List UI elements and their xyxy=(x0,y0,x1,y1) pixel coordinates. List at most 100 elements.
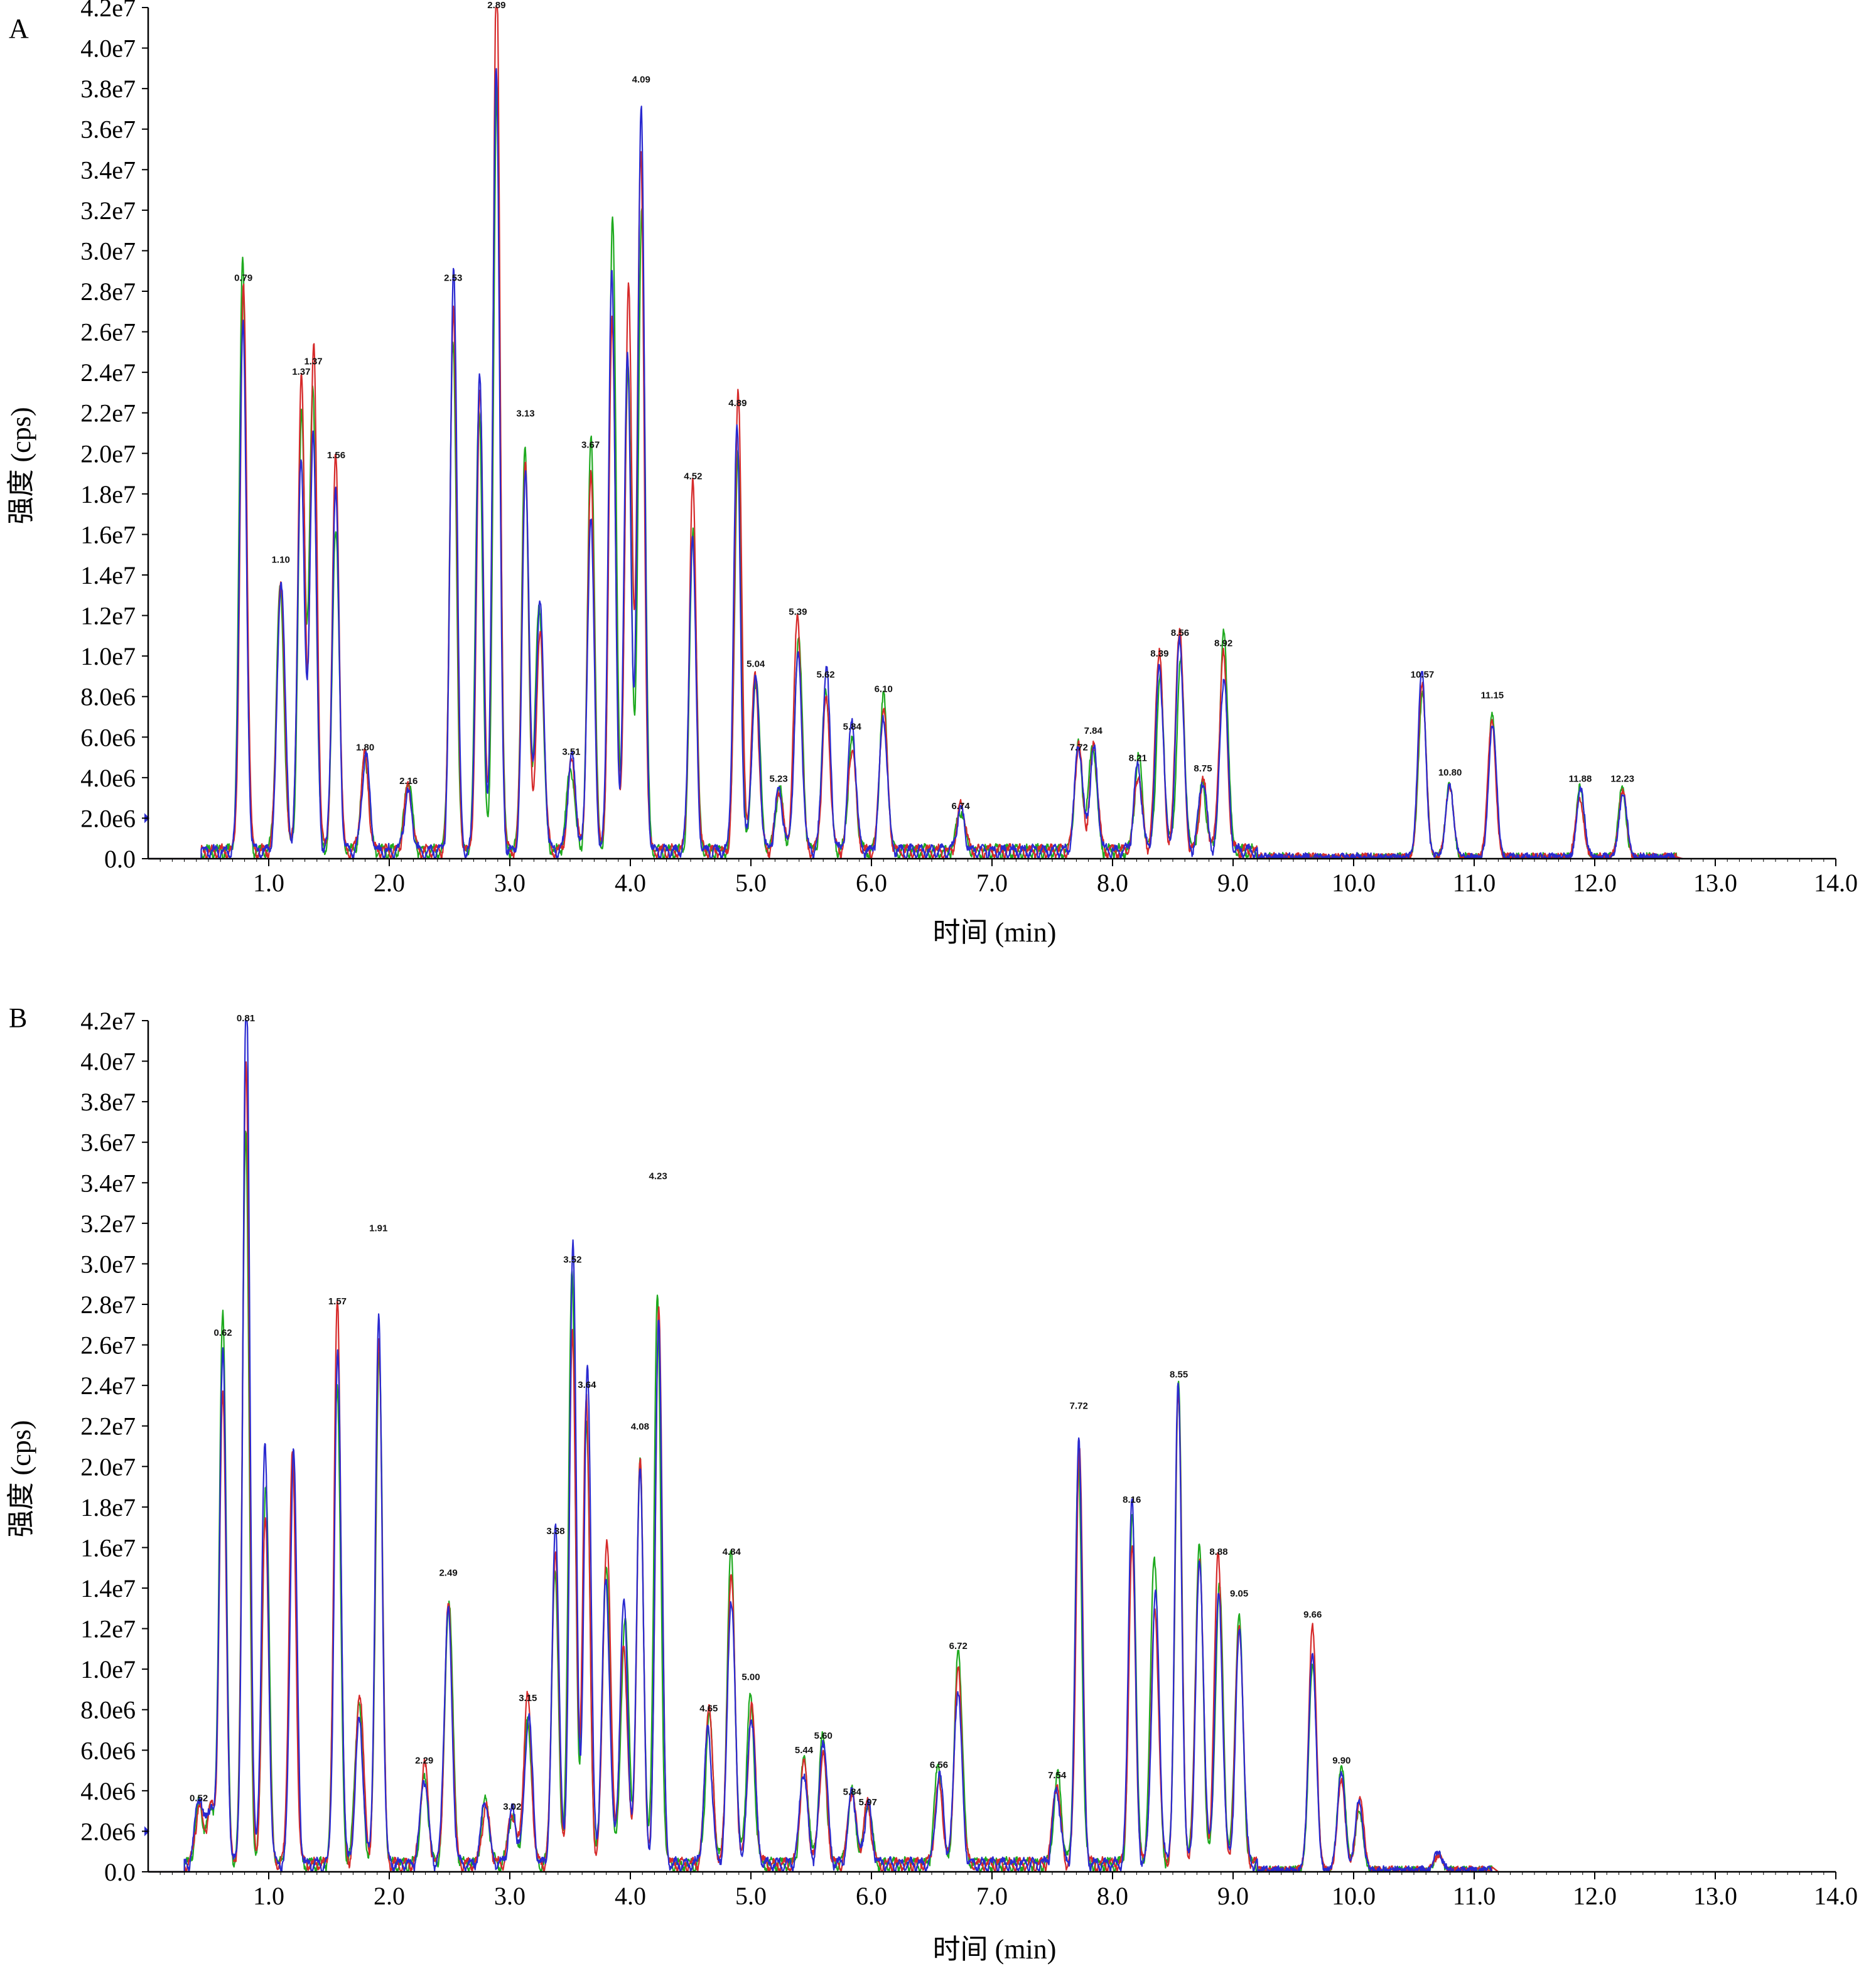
y-tick-label: 3.6e7 xyxy=(80,115,136,144)
x-tick-label: 3.0 xyxy=(494,1882,526,1910)
x-tick-label: 5.0 xyxy=(735,1882,767,1910)
peak-label: 3.64 xyxy=(578,1380,596,1390)
y-tick-label: 1.8e7 xyxy=(80,480,136,508)
panel-b-y-axis-title: 强度 (cps) xyxy=(6,1420,36,1538)
y-tick-label: 3.6e7 xyxy=(80,1129,136,1157)
panel-a-axes: 0.0 2.0e6 4.0e6 6.0e6 8.0e6 1.0e7 1.2e7 1.4e7 1.… xyxy=(80,0,1858,897)
y-tick-label: 3.4e7 xyxy=(80,156,136,184)
x-tick-label: 4.0 xyxy=(615,869,646,897)
y-tick-label: 3.2e7 xyxy=(80,196,136,225)
x-tick-label: 10.0 xyxy=(1332,869,1376,897)
x-tick-label: 7.0 xyxy=(976,869,1008,897)
peak-label: 5.84 xyxy=(843,1787,862,1798)
y-tick-label: 2.4e7 xyxy=(80,358,136,387)
x-tick-label: 9.0 xyxy=(1217,869,1249,897)
peak-label: 1.80 xyxy=(356,743,374,753)
x-tick-label: 2.0 xyxy=(374,869,405,897)
chromatogram-trace-1 xyxy=(148,68,1683,860)
peak-label: 7.72 xyxy=(1070,1400,1088,1411)
x-tick-label: 2.0 xyxy=(374,1882,405,1910)
peak-label: 4.52 xyxy=(684,471,702,481)
y-tick-label: 2.0e7 xyxy=(80,439,136,468)
y-tick-label: 8.0e6 xyxy=(80,1696,136,1724)
y-tick-label: 1.2e7 xyxy=(80,602,136,630)
chromatogram-trace-3 xyxy=(148,1130,1499,1873)
y-tick-label: 1.2e7 xyxy=(80,1615,136,1643)
x-tick-label: 14.0 xyxy=(1814,1882,1858,1910)
peak-label: 5.00 xyxy=(741,1672,760,1683)
x-tick-label: 12.0 xyxy=(1573,1882,1617,1910)
x-tick-label: 1.0 xyxy=(253,1882,284,1910)
y-tick-label: 3.8e7 xyxy=(80,1088,136,1116)
y-tick-label: 1.6e7 xyxy=(80,1533,136,1562)
chromatogram-trace-2 xyxy=(148,6,1683,860)
peak-label: 6.10 xyxy=(875,684,893,695)
peak-label: 4.09 xyxy=(632,75,650,85)
peak-label: 2.89 xyxy=(487,0,505,11)
peak-label: 1.91 xyxy=(369,1223,387,1234)
y-tick-label: 3.0e7 xyxy=(80,237,136,265)
y-tick-label: 1.6e7 xyxy=(80,520,136,549)
panel-b-peak-labels: 0.52 0.62 0.81 1.57 1.91 2.29 2.49 3.02 3.15 3.38… xyxy=(190,1013,1350,1812)
peak-label: 5.60 xyxy=(814,1731,833,1741)
y-tick-label: 3.8e7 xyxy=(80,75,136,103)
x-tick-label: 9.0 xyxy=(1217,1882,1249,1910)
peak-label: 1.37 xyxy=(292,367,310,377)
peak-label: 10.57 xyxy=(1411,669,1435,680)
y-tick-label: 8.0e6 xyxy=(80,683,136,711)
y-tick-label: 1.0e7 xyxy=(80,1655,136,1683)
x-tick-label: 14.0 xyxy=(1814,869,1858,897)
peak-label: 8.16 xyxy=(1123,1495,1141,1505)
x-tick-label: 11.0 xyxy=(1453,1882,1496,1910)
peak-label: 10.80 xyxy=(1438,768,1462,778)
y-tick-label: 2.2e7 xyxy=(80,399,136,427)
x-tick-label: 5.0 xyxy=(735,869,767,897)
peak-label: 6.56 xyxy=(930,1759,948,1770)
peak-label: 5.84 xyxy=(843,721,862,732)
y-tick-label: 4.0e6 xyxy=(80,1777,136,1805)
panel-a-peak-labels: 0.79 1.10 1.371.37 1.56 1.80 2.16 2.53 2.89 3.13… xyxy=(234,0,1634,812)
peak-label: 4.65 xyxy=(699,1704,718,1714)
peak-label: 0.62 xyxy=(213,1328,232,1338)
y-tick-label: 0.0 xyxy=(104,845,136,873)
panel-a-label: A xyxy=(9,13,29,44)
chromatogram-trace-3 xyxy=(148,82,1683,860)
peak-label: 1.56 xyxy=(327,450,345,461)
peak-label: 3.67 xyxy=(581,440,600,451)
peak-label: 3.51 xyxy=(562,746,580,757)
peak-label: 3.13 xyxy=(516,409,534,419)
peak-label: 9.05 xyxy=(1230,1589,1248,1599)
y-tick-label: 2.6e7 xyxy=(80,1331,136,1360)
panel-b-series xyxy=(144,1019,1499,1873)
y-tick-label: 1.4e7 xyxy=(80,561,136,589)
y-tick-label: 2.0e6 xyxy=(80,804,136,832)
panel-b-chart: B 0.0 2.0e6 4.0e6 6.0e6 8.0e6 1.0e7 1.2e7 1.4e7… xyxy=(6,1002,1858,1965)
x-tick-label: 7.0 xyxy=(976,1882,1008,1910)
peak-label: 8.56 xyxy=(1171,628,1189,638)
x-tick-label: 12.0 xyxy=(1573,869,1617,897)
y-tick-label: 4.0e7 xyxy=(80,35,136,63)
panel-b-x-axis-title: 时间 (min) xyxy=(933,1934,1057,1965)
peak-label: 11.88 xyxy=(1569,774,1592,785)
peak-label: 5.04 xyxy=(747,659,765,670)
y-tick-label: 4.2e7 xyxy=(80,0,136,22)
peak-label: 11.15 xyxy=(1480,690,1504,701)
y-tick-label: 4.2e7 xyxy=(80,1007,136,1035)
chromatogram-trace-2 xyxy=(148,1061,1499,1873)
peak-label: 7.84 xyxy=(1084,726,1103,736)
x-tick-label: 3.0 xyxy=(494,869,526,897)
peak-label: 3.02 xyxy=(503,1801,521,1812)
x-tick-label: 4.0 xyxy=(615,1882,646,1910)
y-tick-label: 1.4e7 xyxy=(80,1574,136,1603)
peak-label: 8.88 xyxy=(1209,1547,1227,1557)
peak-label: 8.92 xyxy=(1214,638,1232,648)
x-tick-label: 8.0 xyxy=(1097,869,1128,897)
panel-a-chart: A 0.0 2.0e6 4.0e6 6.0e6 8.0e6 1.0e7 1.2e7 1.4e7… xyxy=(6,0,1858,948)
peak-label: 6.74 xyxy=(951,801,970,812)
peak-label: 8.39 xyxy=(1150,648,1168,659)
peak-label: 0.81 xyxy=(237,1013,255,1024)
y-tick-label: 2.4e7 xyxy=(80,1372,136,1400)
y-tick-label: 1.0e7 xyxy=(80,642,136,670)
peak-label: 4.08 xyxy=(631,1422,649,1432)
